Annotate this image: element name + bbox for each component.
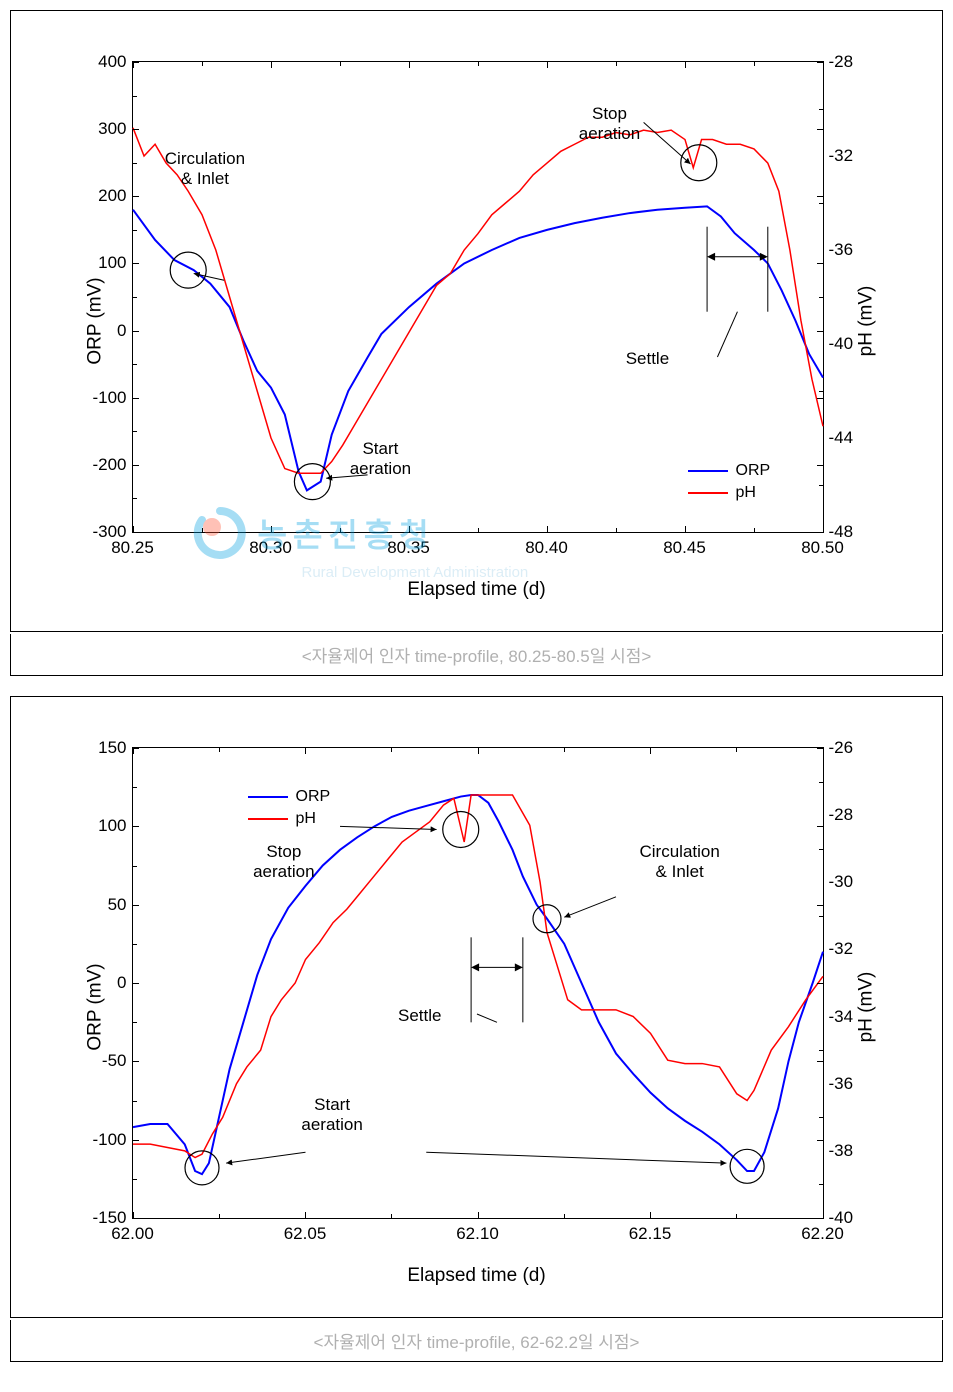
x-tick-label: 62.00 xyxy=(111,1218,154,1244)
y-left-tick-label: 200 xyxy=(77,186,133,206)
chart-2: ORP (mV) pH (mV) Elapsed time (d) -150-1… xyxy=(42,717,912,1297)
x-tick-label: 62.05 xyxy=(284,1218,327,1244)
legend-label: pH xyxy=(296,810,316,828)
chart-1-container: ORP (mV) pH (mV) Elapsed time (d) -300-2… xyxy=(10,10,943,632)
annotation-text: Circulation& Inlet xyxy=(165,149,245,190)
x-label: Elapsed time (d) xyxy=(407,579,545,601)
y-left-tick-label: 100 xyxy=(77,253,133,273)
y-left-tick-label: 300 xyxy=(77,119,133,139)
annotation-text: Stopaeration xyxy=(579,104,640,145)
y-left-tick-label: -50 xyxy=(77,1051,133,1071)
annotation-text: Stopaeration xyxy=(253,842,314,883)
series-ORP xyxy=(133,206,823,490)
y-left-tick-label: 400 xyxy=(77,52,133,72)
y-right-tick-label: -36 xyxy=(823,240,879,260)
y-left-tick-label: 100 xyxy=(77,816,133,836)
x-tick-label: 80.45 xyxy=(663,532,706,558)
annotation-text: Startaeration xyxy=(301,1095,362,1136)
y-right-tick-label: -32 xyxy=(823,939,879,959)
y-right-tick-label: -28 xyxy=(823,52,879,72)
y-right-tick-label: -36 xyxy=(823,1074,879,1094)
y-right-tick-label: -44 xyxy=(823,428,879,448)
y-left-tick-label: 0 xyxy=(77,973,133,993)
annotation-text: Settle xyxy=(398,1006,441,1026)
annotation-text: Settle xyxy=(626,349,669,369)
legend-label: ORP xyxy=(296,788,331,806)
y-left-tick-label: -200 xyxy=(77,455,133,475)
y-left-tick-label: -100 xyxy=(77,388,133,408)
x-tick-label: 62.15 xyxy=(629,1218,672,1244)
y-right-tick-label: -34 xyxy=(823,1007,879,1027)
x-tick-label: 80.35 xyxy=(387,532,430,558)
legend-label: pH xyxy=(736,484,756,502)
x-tick-label: 62.20 xyxy=(801,1218,844,1244)
plot-area-1: -300-200-1000100200300400-48-44-40-36-32… xyxy=(132,61,824,533)
plot-svg-2 xyxy=(133,748,823,1218)
y-left-tick-label: 150 xyxy=(77,738,133,758)
plot-area-2: -150-100-50050100150-40-38-36-34-32-30-2… xyxy=(132,747,824,1219)
chart-2-container: ORP (mV) pH (mV) Elapsed time (d) -150-1… xyxy=(10,696,943,1318)
x-tick-label: 80.40 xyxy=(525,532,568,558)
y-right-tick-label: -32 xyxy=(823,146,879,166)
annotation-text: Circulation& Inlet xyxy=(640,842,720,883)
y-right-tick-label: -38 xyxy=(823,1141,879,1161)
y-right-tick-label: -26 xyxy=(823,738,879,758)
legend-label: ORP xyxy=(736,462,771,480)
x-label-2: Elapsed time (d) xyxy=(407,1265,545,1287)
y-right-tick-label: -28 xyxy=(823,805,879,825)
chart-2-caption: <자율제어 인자 time-profile, 62-62.2일 시점> xyxy=(10,1320,943,1362)
x-tick-label: 80.25 xyxy=(111,532,154,558)
x-tick-label: 62.10 xyxy=(456,1218,499,1244)
chart-1: ORP (mV) pH (mV) Elapsed time (d) -300-2… xyxy=(42,31,912,611)
x-tick-label: 80.30 xyxy=(249,532,292,558)
annotation-text: Startaeration xyxy=(350,439,411,480)
y-left-tick-label: -100 xyxy=(77,1130,133,1150)
chart-1-caption: <자율제어 인자 time-profile, 80.25-80.5일 시점> xyxy=(10,634,943,676)
y-right-tick-label: -40 xyxy=(823,334,879,354)
y-left-tick-label: 50 xyxy=(77,895,133,915)
legend: ORP pH xyxy=(248,788,331,832)
x-tick-label: 80.50 xyxy=(801,532,844,558)
y-left-tick-label: 0 xyxy=(77,321,133,341)
legend: ORP pH xyxy=(688,462,771,506)
y-right-tick-label: -30 xyxy=(823,872,879,892)
